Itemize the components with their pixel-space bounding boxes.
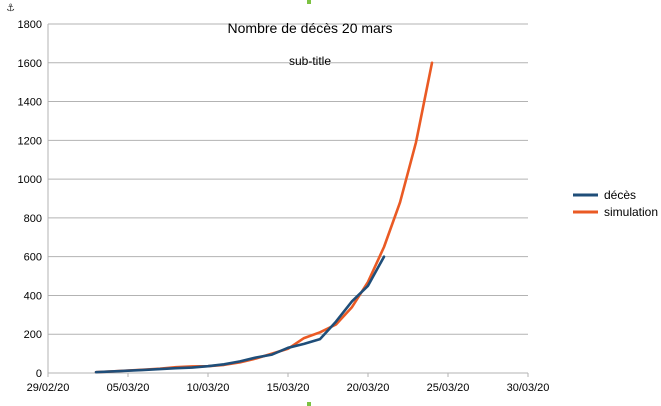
legend-label-simulation: simulation [604,205,658,219]
x-tick-label: 05/03/20 [107,382,150,394]
y-tick-label: 1000 [18,174,42,186]
series [94,61,434,374]
x-tick-label: 29/02/20 [27,382,70,394]
x-tick-label: 25/03/20 [427,382,470,394]
y-tick-label: 1800 [18,19,42,31]
selection-handle-top[interactable] [307,0,311,4]
x-tick-label: 30/03/20 [507,382,550,394]
y-tick-label: 600 [24,252,42,264]
x-tick-label: 15/03/20 [267,382,310,394]
y-tick-label: 800 [24,213,42,225]
y-tick-labels: 0 200 400 600 800 1000 1200 1400 1600 1800 [18,19,42,380]
chart-title: Nombre de décès 20 mars [228,20,393,36]
chart-subtitle: sub-title [289,54,331,68]
anchor-icon: ⚓ [6,3,15,14]
y-tick-label: 0 [36,368,42,380]
y-tick-label: 1200 [18,135,42,147]
y-tick-label: 1600 [18,58,42,70]
y-tick-label: 400 [24,290,42,302]
legend: décès simulation [573,188,658,219]
y-tick-label: 200 [24,329,42,341]
x-tick-labels: 29/02/20 05/03/20 10/03/20 15/03/20 20/03/20… [27,382,550,394]
grid [48,23,528,335]
x-tick-label: 10/03/20 [187,382,230,394]
axes [47,24,529,377]
x-tick-label: 20/03/20 [347,382,390,394]
selection-handle-bottom[interactable] [307,402,311,406]
series-line-décès [94,255,386,374]
y-tick-label: 1400 [18,97,42,109]
legend-label-décès: décès [604,188,636,202]
